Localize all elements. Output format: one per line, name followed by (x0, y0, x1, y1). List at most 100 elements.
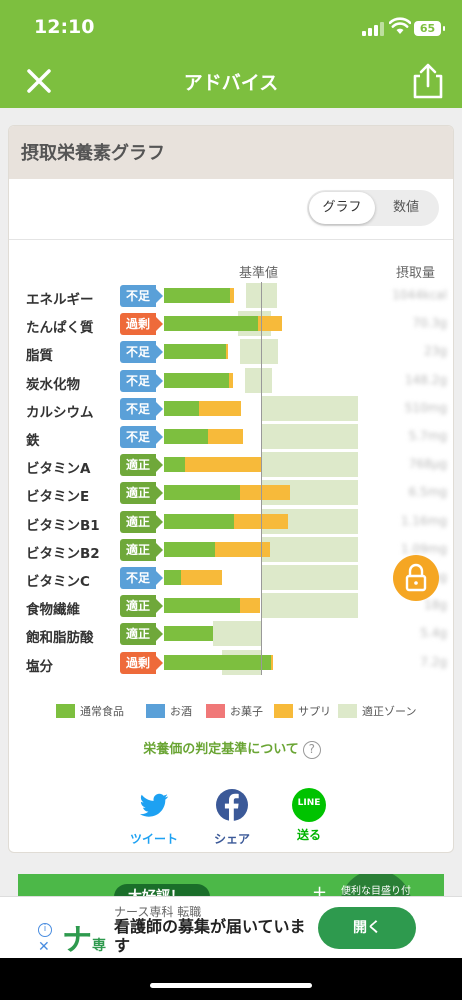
supplement-bar (185, 457, 262, 473)
food-bar (164, 485, 240, 501)
wifi-icon (389, 17, 411, 34)
food-bar (164, 288, 230, 303)
status-bar: 12:10 65 (0, 0, 462, 56)
appropriate-zone (239, 339, 279, 365)
appropriate-zone (261, 424, 358, 449)
nutrient-row: ビタミンB2 適正 1.09mg (9, 536, 453, 564)
supplement-bar (239, 598, 261, 614)
ad-close-icon[interactable]: ✕ (38, 939, 50, 955)
nutrient-row: 炭水化物 不足 148.2g (9, 367, 453, 395)
ad-headline: 看護師の募集が届いています (114, 917, 306, 955)
nutrient-name: ビタミンB1 (26, 517, 100, 534)
intake-value: 768μg (408, 457, 447, 472)
appropriate-zone (212, 621, 261, 647)
card-title: 摂取栄養素グラフ (9, 126, 453, 179)
status-badge: 適正 (120, 454, 163, 477)
help-icon[interactable]: ? (302, 740, 321, 759)
ad-open-button[interactable]: 開く (318, 907, 416, 949)
nutrient-name: ビタミンC (26, 574, 90, 590)
battery-icon: 65 (414, 21, 445, 36)
ad-brand: ナース専科 転職 (114, 905, 202, 919)
intake-value: 510mg (404, 400, 447, 415)
nutrient-name: ビタミンE (26, 489, 90, 506)
line-icon-text: LINE (297, 798, 321, 808)
intake-value: 148.2g (405, 372, 447, 387)
share-icon[interactable] (410, 62, 446, 100)
nutrient-row: 飽和脂肪酸 適正 5.4g (9, 620, 453, 648)
line-send-button[interactable]: LINE 送る (279, 788, 339, 843)
nutrient-name: エネルギー (26, 292, 94, 308)
intake-value: 18g (424, 598, 447, 613)
supplement-bar (239, 485, 291, 501)
supplement-bar (258, 316, 283, 332)
food-bar (164, 654, 271, 670)
intake-value: 1.16mg (400, 513, 447, 528)
food-bar (164, 316, 259, 332)
status-badge: 過剰 (120, 313, 163, 336)
food-bar (164, 400, 199, 416)
nutrient-row: 食物繊維 適正 18g (9, 592, 453, 620)
status-badge: 適正 (120, 538, 163, 561)
food-bar (164, 457, 186, 473)
legend-label: サプリ (298, 705, 331, 718)
ad-logo-sub: 専 (92, 938, 106, 954)
home-indicator[interactable] (150, 983, 312, 988)
nutrient-name: 炭水化物 (26, 376, 80, 393)
ad-info-icon[interactable]: i (38, 923, 52, 937)
ad-banner[interactable]: i ✕ ナ専 ナース専科 転職 看護師の募集が届いています 開く (0, 896, 462, 958)
supplement-bar (233, 513, 289, 529)
ad-logo: ナ専 (62, 915, 106, 959)
page-title: アドバイス (183, 72, 279, 94)
supplement-bar (215, 541, 270, 557)
tweet-button[interactable]: ツイート (124, 788, 184, 847)
nutrient-name: たんぱく質 (26, 320, 94, 337)
supplement-bar (207, 429, 243, 444)
supplement-bar (228, 372, 233, 388)
supplement-bar (229, 288, 234, 303)
facebook-share-button[interactable]: シェア (202, 788, 262, 847)
nutrient-row: ビタミンA 適正 768μg (9, 451, 453, 479)
tab-graph[interactable]: グラフ (309, 192, 375, 224)
status-badge: 不足 (120, 369, 163, 392)
nav-bar: アドバイス (0, 56, 462, 108)
status-time: 12:10 (34, 16, 95, 38)
food-bar (164, 598, 240, 614)
status-badge: 不足 (120, 426, 163, 448)
nutrient-graph-card: 摂取栄養素グラフ グラフ 数値 基準値 摂取量 エネルギー 不足 1044kcal た… (8, 125, 454, 853)
status-badge: 適正 (120, 510, 163, 533)
appropriate-zone (261, 593, 358, 619)
food-bar (164, 344, 227, 360)
appropriate-zone (245, 367, 272, 393)
baseline-header: 基準値 (239, 266, 279, 281)
nutrient-row: 脂質 不足 23g (9, 338, 453, 366)
food-bar (164, 429, 208, 444)
status-badge: 不足 (120, 397, 163, 420)
nutrient-row: エネルギー 不足 1044kcal (9, 282, 453, 310)
baseline-line (261, 282, 262, 675)
legend-label: お菓子 (230, 705, 263, 718)
food-bar (164, 513, 234, 529)
status-badge: 適正 (120, 595, 163, 618)
legend-label: お酒 (170, 705, 192, 718)
legend-label: 適正ゾーン (362, 705, 417, 718)
appropriate-zone (261, 452, 358, 478)
legend-swatch (274, 704, 293, 718)
intake-value: 6.5mg (408, 485, 447, 500)
supplement-bar (198, 400, 241, 416)
lock-button[interactable] (393, 555, 439, 601)
criteria-link[interactable]: 栄養価の判定基準について? (9, 738, 453, 759)
nutrient-name: 飽和脂肪酸 (26, 630, 94, 647)
ad-logo-main: ナ (62, 923, 92, 958)
nutrient-row: ビタミンC不足60mg (9, 564, 453, 592)
food-bar (164, 570, 182, 585)
divider (9, 239, 453, 240)
cellular-signal-icon (362, 22, 386, 36)
appropriate-zone (261, 395, 358, 421)
nutrient-name: 脂質 (26, 348, 53, 365)
status-badge: 過剰 (120, 651, 163, 674)
home-indicator-area (0, 958, 462, 1000)
status-badge: 不足 (120, 285, 163, 307)
close-icon[interactable] (22, 64, 56, 98)
tab-numbers[interactable]: 数値 (392, 200, 419, 215)
legend-swatch (206, 704, 225, 718)
